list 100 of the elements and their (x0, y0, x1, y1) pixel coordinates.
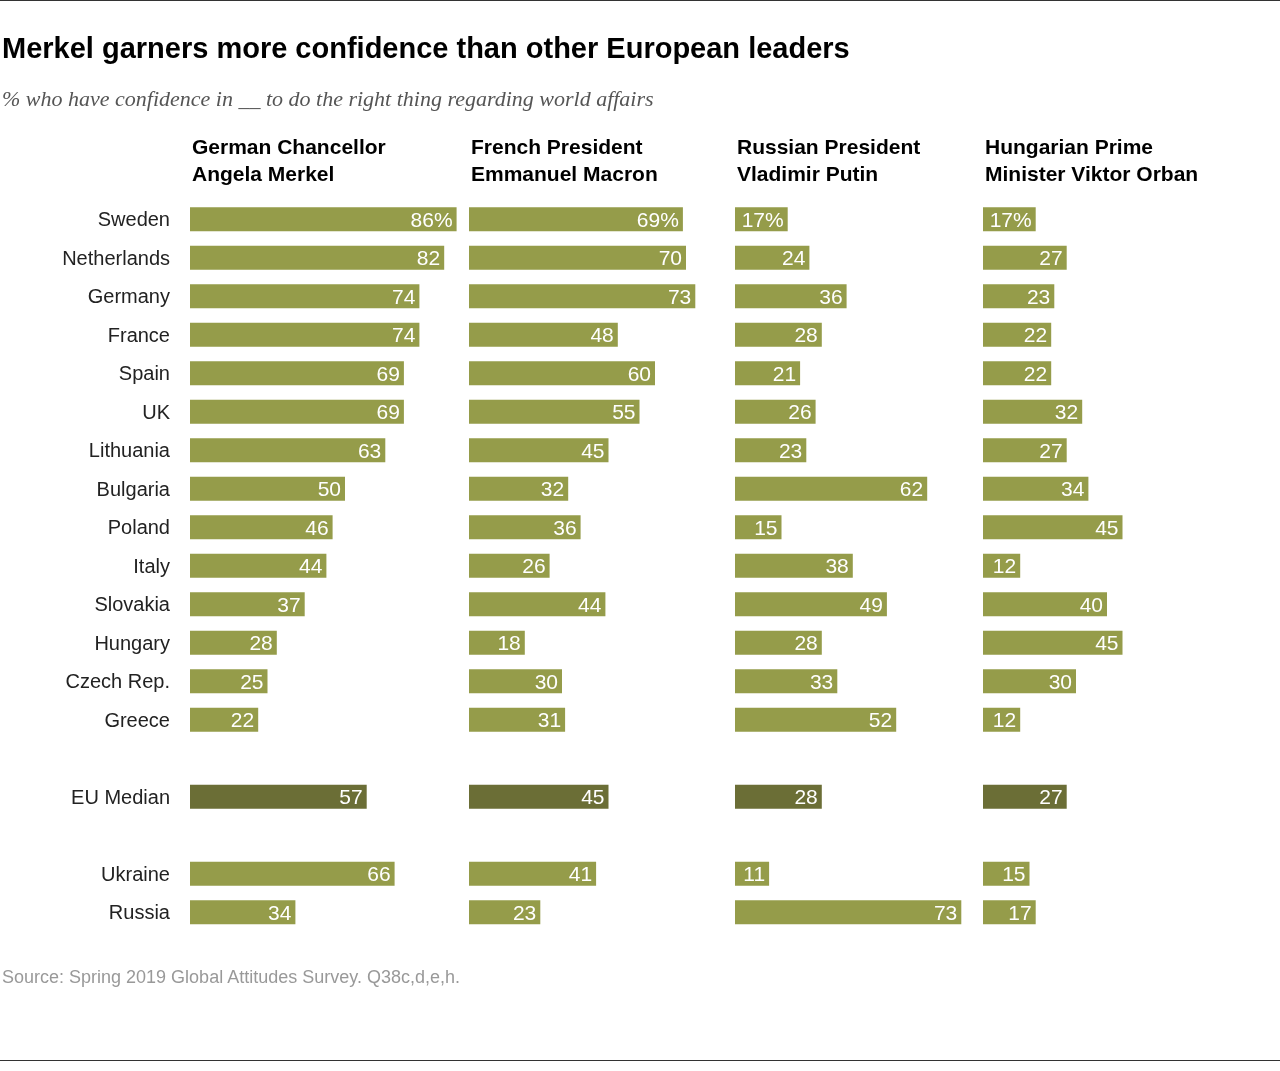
bar (983, 476, 1089, 501)
bar (983, 900, 1036, 925)
data-label: 66 (367, 862, 391, 886)
data-label: 17% (741, 207, 784, 231)
data-label: 69 (376, 361, 400, 385)
bar (190, 592, 305, 617)
data-label: 21 (772, 361, 797, 385)
data-label: 33 (809, 669, 834, 693)
data-label: 63 (357, 438, 382, 462)
bar (190, 630, 277, 655)
y-tick-label: France (107, 323, 170, 346)
bar (469, 438, 609, 463)
bar (469, 515, 581, 540)
y-tick-label: Sweden (97, 208, 170, 231)
bar (469, 553, 550, 578)
bar (735, 784, 822, 809)
y-tick-label: Bulgaria (96, 477, 171, 500)
data-label: 45 (1095, 515, 1119, 539)
data-label: 36 (553, 515, 577, 539)
bar (735, 669, 838, 694)
data-label: 32 (1054, 400, 1079, 424)
data-label: 45 (1095, 631, 1119, 655)
x-axis-title: Russian President Vladimir Putin (737, 134, 921, 187)
data-label: 22 (230, 708, 255, 732)
data-label: 12 (992, 554, 1017, 578)
bar (190, 207, 457, 232)
bar (469, 592, 606, 617)
data-label: 22 (1023, 361, 1048, 385)
bar (469, 207, 683, 232)
bar (469, 707, 566, 732)
y-tick-label: Russia (108, 901, 171, 924)
bar (469, 900, 541, 925)
data-label: 69 (376, 400, 400, 424)
data-label: 41 (568, 862, 593, 886)
data-label: 62 (899, 477, 924, 501)
data-label: 25 (240, 669, 264, 693)
bar (735, 284, 847, 309)
chart-title: Merkel garners more confidence than other European leaders (2, 32, 850, 65)
y-tick-label: Netherlands (62, 246, 170, 269)
data-label: 32 (540, 477, 565, 501)
data-label: 27 (1039, 246, 1063, 270)
data-label: 22 (1023, 323, 1048, 347)
bar (469, 399, 640, 424)
bar (190, 399, 404, 424)
bar (983, 592, 1107, 617)
data-label: 48 (590, 323, 614, 347)
bar (469, 669, 562, 694)
bar (469, 361, 655, 386)
bar (735, 592, 887, 617)
bar (735, 322, 822, 347)
data-label: 74 (392, 284, 416, 308)
data-label: 26 (788, 400, 812, 424)
y-tick-label: Greece (104, 708, 170, 731)
y-tick-label: UK (142, 400, 171, 423)
data-label: 23 (512, 900, 537, 924)
bar (469, 284, 696, 309)
data-label: 28 (249, 631, 273, 655)
data-label: 27 (1039, 438, 1063, 462)
data-label: 46 (305, 515, 329, 539)
y-tick-label: Poland (107, 516, 170, 539)
bar (469, 476, 569, 501)
data-label: 31 (537, 708, 562, 732)
bar (469, 322, 618, 347)
data-label: 28 (794, 631, 818, 655)
bar (190, 553, 327, 578)
bar (983, 630, 1123, 655)
data-label: 69% (636, 207, 679, 231)
bar (983, 669, 1076, 694)
data-label: 17 (1008, 900, 1032, 924)
data-label: 40 (1079, 592, 1103, 616)
bar (735, 630, 822, 655)
bar (190, 476, 345, 501)
data-label: 34 (1061, 477, 1085, 501)
bar (469, 784, 609, 809)
data-label: 86% (410, 207, 453, 231)
bar (190, 784, 367, 809)
bar (190, 900, 296, 925)
data-label: 23 (778, 438, 803, 462)
bar (735, 361, 801, 386)
data-label: 15 (1002, 862, 1026, 886)
bar (735, 476, 928, 501)
data-label: 36 (819, 284, 843, 308)
data-label: 57 (339, 785, 363, 809)
y-tick-label: Ukraine (101, 862, 170, 885)
bar (983, 284, 1055, 309)
bar (190, 322, 420, 347)
y-tick-label: Hungary (94, 631, 170, 654)
bar (190, 361, 404, 386)
data-label: 45 (581, 785, 605, 809)
bar (983, 361, 1052, 386)
bar (735, 438, 807, 463)
bar (190, 245, 445, 270)
data-label: 70 (658, 246, 682, 270)
x-axis-title: Hungarian Prime Minister Viktor Orban (985, 134, 1199, 187)
bar (735, 707, 897, 732)
data-label: 11 (743, 862, 766, 886)
y-tick-label: EU Median (71, 785, 170, 808)
y-tick-label: Czech Rep. (65, 670, 170, 693)
bar (190, 284, 420, 309)
bar (190, 707, 259, 732)
